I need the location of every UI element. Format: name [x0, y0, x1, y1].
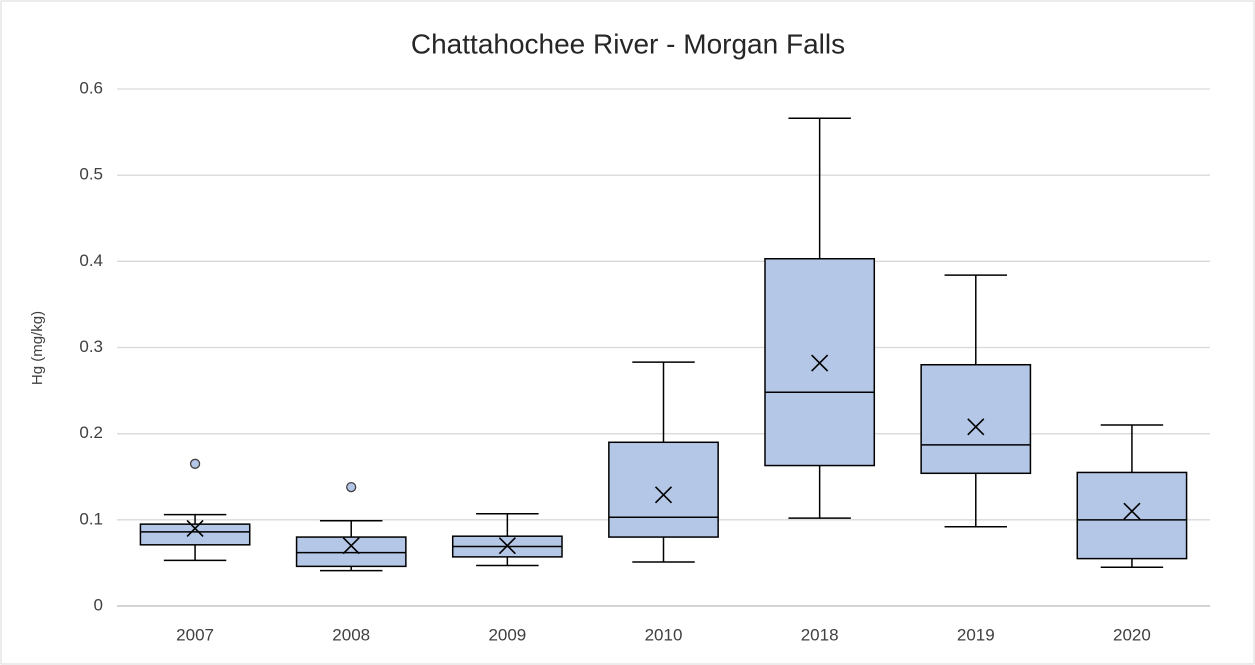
mean-marker	[342, 537, 360, 555]
mean-marker	[811, 354, 829, 372]
y-tick-label: 0.2	[79, 423, 103, 442]
x-tick-label: 2019	[957, 625, 995, 644]
y-tick-label: 0.3	[79, 337, 103, 356]
mean-marker	[654, 486, 673, 504]
y-tick-label: 0.1	[79, 509, 103, 528]
mean-marker	[498, 537, 516, 555]
box	[920, 363, 1032, 475]
y-tick-label: 0.5	[79, 165, 103, 184]
x-tick-label: 2008	[332, 625, 370, 644]
box	[295, 536, 407, 568]
mean-marker	[1123, 502, 1141, 520]
outlier	[346, 481, 357, 493]
box	[139, 523, 251, 546]
y-tick-label: 0	[94, 595, 103, 614]
x-tick-label: 2009	[488, 625, 526, 644]
chart-title: Chattahochee River - Morgan Falls	[411, 28, 845, 59]
y-tick-label: 0.6	[79, 78, 103, 97]
y-axis-label: Hg (mg/kg)	[29, 311, 46, 385]
x-tick-label: 2018	[801, 625, 839, 644]
x-tick-label: 2020	[1113, 625, 1151, 644]
x-tick-label: 2010	[645, 625, 683, 644]
x-tick-label: 2007	[176, 625, 214, 644]
box	[1076, 471, 1188, 560]
y-tick-label: 0.4	[79, 251, 103, 270]
outlier	[189, 458, 201, 469]
mean-marker	[967, 418, 985, 436]
box	[608, 441, 719, 538]
mean-marker	[186, 519, 204, 538]
